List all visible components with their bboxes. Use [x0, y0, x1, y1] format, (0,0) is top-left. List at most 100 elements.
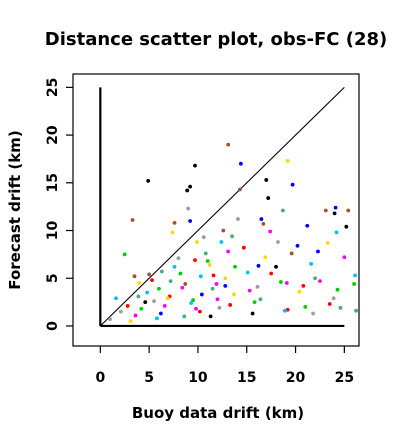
scatter-point [256, 263, 261, 268]
scatter-point [247, 288, 252, 293]
scatter-point [189, 301, 194, 305]
chart-title: Distance scatter plot, obs-FC (28) [45, 29, 387, 50]
scatter-point [285, 307, 290, 312]
y-axis: 0 5 10 15 20 25 [45, 78, 73, 331]
scatter-point [238, 161, 243, 166]
scatter-point [199, 292, 204, 297]
scatter-point [325, 241, 330, 245]
scatter-point [207, 262, 212, 267]
scatter-point [186, 206, 191, 211]
scatter-point [185, 188, 190, 193]
scatter-point [268, 229, 273, 234]
scatter-point [136, 294, 141, 299]
scatter-point [303, 304, 308, 309]
scatter-point [269, 271, 274, 276]
scatter-point [353, 273, 357, 278]
scatter-point [191, 298, 195, 303]
scatter-point [295, 243, 300, 248]
y-tick-label: 20 [45, 125, 61, 145]
scatter-point [258, 297, 263, 302]
scatter-point [327, 302, 332, 306]
x-axis-label: Buoy data drift (km) [132, 404, 304, 422]
scatter-point [282, 308, 287, 313]
scatter-point [182, 314, 187, 319]
scatter-point [252, 300, 257, 304]
x-tick-label: 15 [237, 370, 256, 386]
y-tick-label: 15 [45, 173, 61, 192]
scatter-point [289, 251, 294, 256]
x-tick-label: 25 [335, 370, 354, 386]
scatter-point [162, 304, 167, 308]
scatter-point [228, 303, 233, 307]
scatter-point [201, 235, 206, 240]
scatter-point [183, 282, 188, 286]
scatter-point [238, 187, 242, 192]
scatter-point [165, 296, 170, 301]
scatter-point [178, 271, 183, 276]
scatter-point [323, 208, 328, 213]
scatter-point [152, 299, 156, 304]
scatter-point [335, 287, 340, 292]
y-axis-label: Forecast drift (km) [6, 130, 24, 289]
y-tick-label: 5 [45, 273, 61, 283]
scatter-point [208, 314, 213, 319]
scatter-point [172, 220, 177, 225]
scatter-point [137, 281, 142, 285]
scatter-point [261, 221, 266, 226]
scatter-point [276, 240, 280, 244]
scatter-point [280, 208, 285, 213]
scatter-point [168, 279, 173, 283]
scatter-point [264, 178, 269, 182]
scatter-point [188, 219, 193, 223]
scatter-point [159, 269, 164, 274]
scatter-point [176, 256, 181, 261]
x-tick-label: 10 [188, 370, 208, 386]
scatter-point [198, 274, 203, 279]
scatter-point [255, 284, 260, 289]
x-tick-label: 20 [286, 370, 306, 386]
scatter-point [145, 290, 150, 295]
scatter-point [130, 218, 135, 222]
scatter-point [236, 217, 240, 221]
scatter-point [226, 142, 231, 147]
scatter-point [128, 319, 133, 324]
scatter-point [223, 276, 228, 281]
scatter-point [114, 296, 118, 301]
scatter-point [232, 292, 236, 297]
scatter-point [259, 217, 264, 221]
scatter-point [342, 255, 347, 260]
reference-line-identity [99, 86, 345, 327]
y-tick-label: 0 [45, 321, 61, 331]
scatter-point [301, 283, 306, 288]
scatter-point [194, 306, 198, 311]
scatter-point [203, 251, 208, 256]
scatter-point [290, 182, 295, 187]
scatter-point [250, 311, 255, 316]
x-axis: 0 5 10 15 20 25 [95, 346, 354, 386]
scatter-point [309, 262, 314, 266]
scatter-point [132, 274, 137, 279]
scatter-point [108, 317, 112, 322]
scatter-point [193, 258, 197, 263]
scatter-point [266, 196, 271, 200]
scatter-point [158, 311, 163, 316]
scatter-point [219, 240, 224, 244]
scatter-point [226, 249, 231, 254]
scatter-point [172, 264, 177, 269]
scatter-point [118, 309, 123, 314]
scatter-point [133, 313, 138, 318]
scatter-point [297, 289, 302, 294]
scatter-point [223, 283, 228, 288]
scatter-point [279, 280, 283, 284]
x-tick-label: 0 [95, 370, 105, 386]
scatter-point [346, 208, 351, 213]
x-tick-label: 5 [144, 370, 154, 386]
scatter-point [230, 234, 235, 239]
y-tick-label: 10 [45, 221, 61, 241]
scatter-point [193, 163, 197, 168]
scatter-point [311, 311, 316, 316]
scatter-point [122, 252, 127, 257]
scatter-point [241, 245, 246, 250]
scatter-point [344, 224, 349, 229]
